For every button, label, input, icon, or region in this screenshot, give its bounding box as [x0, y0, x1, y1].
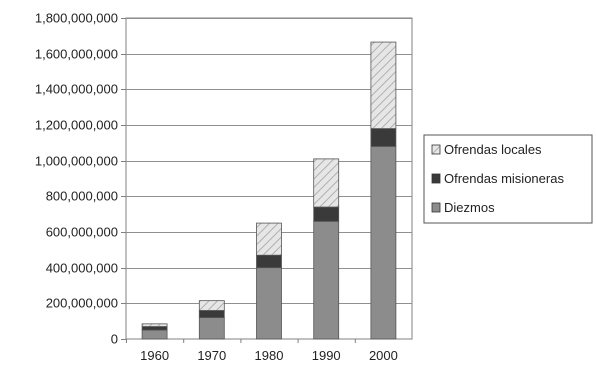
legend-label: Ofrendas misioneras: [444, 171, 564, 186]
bar-segment: [256, 267, 282, 340]
bar-segment: [141, 326, 168, 331]
y-tick-label: 0: [111, 332, 118, 347]
legend-label: Ofrendas locales: [444, 142, 542, 157]
legend-swatch: [431, 173, 441, 184]
y-tick-label: 800,000,000: [46, 189, 118, 204]
y-tick-label: 400,000,000: [46, 261, 118, 276]
legend-swatch: [431, 202, 441, 213]
bar-segment: [256, 222, 282, 256]
legend-swatch: [431, 144, 441, 155]
bar-segment: [198, 310, 225, 319]
bar-segment: [370, 128, 397, 147]
x-tick-label: 1980: [255, 348, 284, 363]
y-tick-label: 1,600,000,000: [35, 47, 118, 62]
x-tick-label: 2000: [369, 348, 398, 363]
bar-segment: [141, 329, 168, 340]
y-tick-label: 200,000,000: [46, 296, 118, 311]
bar-segment: [313, 206, 340, 222]
bar-segment: [256, 254, 282, 269]
bar-segment: [370, 41, 397, 129]
bar-segment: [313, 158, 340, 208]
bar-segment: [141, 323, 168, 327]
legend: Ofrendas locales Ofrendas misioneras Diezm…: [423, 134, 593, 224]
bar-segment: [198, 300, 225, 311]
legend-label: Diezmos: [444, 200, 495, 215]
x-tick-label: 1960: [140, 348, 169, 363]
legend-box: [423, 134, 593, 224]
y-tick-label: 1,000,000,000: [35, 154, 118, 169]
x-tick-label: 1970: [197, 348, 226, 363]
bar-segment: [313, 220, 340, 340]
y-tick-label: 1,800,000,000: [35, 11, 118, 26]
x-tick-label: 1990: [312, 348, 341, 363]
y-tick-label: 1,400,000,000: [35, 82, 118, 97]
bar-segment: [198, 317, 225, 340]
bar-segment: [370, 145, 397, 340]
y-tick-label: 600,000,000: [46, 225, 118, 240]
y-tick-label: 1,200,000,000: [35, 118, 118, 133]
